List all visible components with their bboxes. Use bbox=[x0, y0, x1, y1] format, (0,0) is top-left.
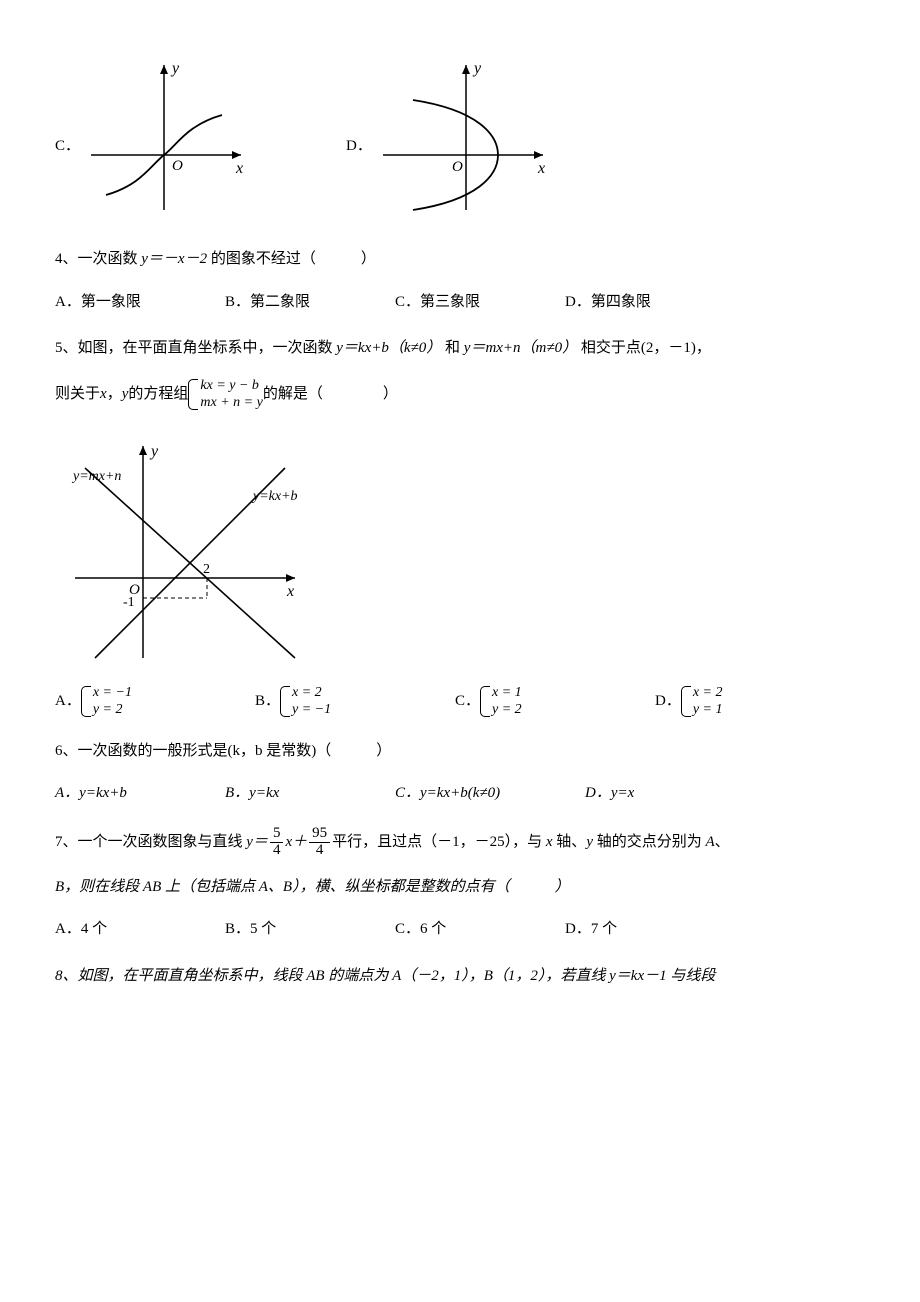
q5-line2: 则关于 x ， y 的方程组 kx = y − bmx + n = y 的解是（… bbox=[55, 377, 865, 412]
q6-opt-b: B．y=kx bbox=[225, 779, 395, 808]
svg-text:O: O bbox=[172, 158, 183, 174]
q6-opt-a: A．y=kx+b bbox=[55, 779, 225, 808]
q7-opt-c: C．6 个 bbox=[395, 915, 565, 944]
q5-opt-d: D． x = 2y = 1 bbox=[655, 684, 723, 719]
q6-text: 6、一次函数的一般形式是(k，b 是常数)（ ） bbox=[55, 737, 865, 766]
q4-options: A．第一象限 B．第二象限 C．第三象限 D．第四象限 bbox=[55, 288, 865, 317]
q5-opt-b: B． x = 2y = −1 bbox=[255, 684, 455, 719]
q8-text: 8、如图，在平面直角坐标系中，线段 AB 的端点为 A（－2，1），B（1，2）… bbox=[55, 962, 865, 991]
q7-line1: 7、一个一次函数图象与直线 y＝54x＋954平行，且过点（－1，－25），与 … bbox=[55, 826, 865, 859]
tick-2: 2 bbox=[203, 562, 210, 577]
svg-text:x: x bbox=[537, 160, 545, 177]
svg-text:y: y bbox=[472, 60, 482, 77]
q4-text: 4、一次函数 y＝－x－2 的图象不经过（ ） bbox=[55, 245, 865, 274]
q6-opt-c: C．y=kx+b(k≠0) bbox=[395, 779, 585, 808]
q5-opt-a: A． x = −1y = 2 bbox=[55, 684, 255, 719]
axis-x-label: x bbox=[286, 583, 294, 600]
q7-opt-a: A．4 个 bbox=[55, 915, 225, 944]
q5-line1: 5、如图，在平面直角坐标系中，一次函数 y＝kx+b（k≠0） 和 y＝mx+n… bbox=[55, 334, 865, 363]
svg-text:x: x bbox=[235, 160, 243, 177]
q7-options: A．4 个 B．5 个 C．6 个 D．7 个 bbox=[55, 915, 865, 944]
q7-opt-b: B．5 个 bbox=[225, 915, 395, 944]
line-kxb-label: y=kx+b bbox=[251, 489, 298, 504]
q5-graph: y x O y=mx+n y=kx+b 2 -1 bbox=[55, 428, 865, 668]
svg-text:O: O bbox=[452, 159, 463, 175]
axis-y-label: y bbox=[149, 443, 159, 460]
graph-c: x y O bbox=[86, 55, 256, 215]
q7-opt-d: D．7 个 bbox=[565, 915, 617, 944]
q7-line2: B，则在线段 AB 上（包括端点 A、B），横、纵坐标都是整数的点有（ ） bbox=[55, 873, 865, 902]
option-c-label: C． bbox=[55, 132, 80, 161]
q6-opt-d: D．y=x bbox=[585, 779, 634, 808]
q4-opt-c: C．第三象限 bbox=[395, 288, 565, 317]
q4-opt-a: A．第一象限 bbox=[55, 288, 225, 317]
q5-opt-c: C． x = 1y = 2 bbox=[455, 684, 655, 719]
q6-options: A．y=kx+b B．y=kx C．y=kx+b(k≠0) D．y=x bbox=[55, 779, 865, 808]
q5-system: kx = y − bmx + n = y bbox=[188, 377, 262, 412]
line-mxn-label: y=mx+n bbox=[71, 469, 121, 484]
q3-options-cd: C． x y O D． x y O bbox=[55, 55, 865, 215]
q5-options: A． x = −1y = 2 B． x = 2y = −1 C． x = 1y … bbox=[55, 684, 865, 719]
option-d-label: D． bbox=[346, 132, 372, 161]
q4-opt-b: B．第二象限 bbox=[225, 288, 395, 317]
tick-m1: -1 bbox=[123, 595, 135, 610]
svg-text:y: y bbox=[170, 60, 180, 77]
graph-d: x y O bbox=[378, 55, 558, 215]
q4-opt-d: D．第四象限 bbox=[565, 288, 651, 317]
